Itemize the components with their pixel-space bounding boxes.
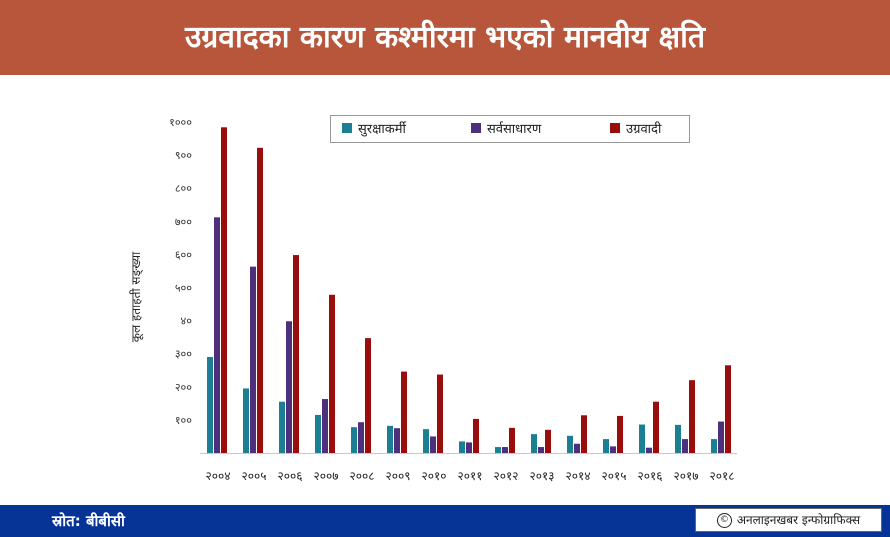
- bar-0-13: [675, 424, 681, 453]
- legend-box: [330, 115, 690, 143]
- bar-1-8: [502, 447, 508, 453]
- bar-2-11: [617, 415, 623, 453]
- bar-2-2: [293, 255, 299, 453]
- bar-chart: सुरक्षाकर्मी सर्वसाधारण उग्रवादी १०० २०० ३००…: [129, 115, 737, 483]
- x-tick-label: २००५: [242, 469, 267, 483]
- legend-swatch: [471, 123, 481, 133]
- y-tick-label: ७००: [175, 215, 192, 228]
- x-tick-label: २००७: [314, 469, 339, 483]
- bar-0-3: [315, 414, 321, 453]
- bar-0-0: [207, 357, 213, 453]
- bar-0-10: [567, 435, 573, 453]
- bar-2-6: [437, 374, 443, 453]
- y-tick-label: २००: [175, 381, 192, 394]
- bar-1-4: [358, 422, 364, 453]
- credit-badge: © अनलाइनखबर इन्फोग्राफिक्स: [695, 508, 882, 532]
- bar-0-7: [459, 441, 465, 453]
- bar-2-4: [365, 338, 371, 453]
- y-tick-label: ८००: [175, 182, 192, 195]
- x-axis-tick-labels: २००४ २००५ २००६ २००७ २००८ २००९ २०१० २०११ २०१२ २०१३…: [206, 469, 735, 483]
- bar-0-4: [351, 427, 357, 453]
- bar-2-5: [401, 371, 407, 453]
- legend-label: सर्वसाधारण: [487, 121, 542, 137]
- x-tick-label: २०१२: [494, 469, 519, 483]
- y-tick-label: ९००: [175, 149, 192, 162]
- bar-2-7: [473, 418, 479, 453]
- bar-0-8: [495, 447, 501, 453]
- x-tick-label: २०१३: [530, 469, 555, 483]
- copyright-icon: ©: [716, 512, 732, 528]
- legend-label: सुरक्षाकर्मी: [358, 121, 407, 137]
- bar-1-14: [718, 421, 724, 453]
- chart-legend: सुरक्षाकर्मी सर्वसाधारण उग्रवादी: [330, 115, 690, 143]
- bar-1-5: [394, 428, 400, 453]
- y-tick-label: ५००: [175, 282, 192, 295]
- bar-2-10: [581, 415, 587, 453]
- legend-swatch: [610, 123, 620, 133]
- bar-1-11: [610, 446, 616, 453]
- bar-1-6: [430, 436, 436, 453]
- x-tick-label: २००९: [386, 469, 411, 483]
- x-tick-label: २००८: [350, 469, 375, 483]
- y-tick-label: ४०: [181, 315, 193, 328]
- bar-1-7: [466, 442, 472, 453]
- y-axis-title: कूल हताहती सङ्ख्या: [129, 251, 144, 342]
- bar-2-0: [221, 127, 227, 453]
- y-tick-label: १०००: [169, 116, 192, 129]
- legend-label: उग्रवादी: [626, 121, 662, 137]
- x-tick-label: २०१६: [638, 469, 663, 483]
- bar-2-3: [329, 294, 335, 453]
- y-tick-label: १००: [175, 414, 192, 427]
- x-tick-label: २०१४: [566, 469, 591, 483]
- legend-swatch: [342, 123, 352, 133]
- bar-1-2: [286, 321, 292, 453]
- bar-0-5: [387, 425, 393, 453]
- bar-2-9: [545, 429, 551, 453]
- bar-1-9: [538, 447, 544, 453]
- bar-0-2: [279, 401, 285, 453]
- bar-2-8: [509, 427, 515, 453]
- bar-0-14: [711, 439, 717, 453]
- bar-1-3: [322, 399, 328, 453]
- bar-0-12: [639, 424, 645, 453]
- bar-0-1: [243, 388, 249, 453]
- y-tick-label: ३००: [175, 348, 192, 361]
- bar-2-12: [653, 401, 659, 453]
- x-tick-label: २०११: [458, 469, 483, 483]
- bar-0-11: [603, 439, 609, 453]
- source-text: स्रोत: बीबीसी: [52, 512, 125, 530]
- x-tick-label: २००४: [206, 469, 231, 483]
- bar-0-9: [531, 434, 537, 453]
- bar-2-1: [257, 147, 263, 453]
- header-bar: उग्रवादका कारण कश्मीरमा भएको मानवीय क्षत…: [0, 0, 890, 75]
- bar-1-10: [574, 443, 580, 453]
- x-tick-label: २०१५: [602, 469, 627, 483]
- bar-1-12: [646, 447, 652, 453]
- chart-bars: [207, 127, 731, 453]
- page-title: उग्रवादका कारण कश्मीरमा भएको मानवीय क्षत…: [184, 20, 706, 55]
- x-tick-label: २०१८: [710, 469, 735, 483]
- bar-2-14: [725, 365, 731, 453]
- footer-bar: स्रोत: बीबीसी © अनलाइनखबर इन्फोग्राफिक्स: [0, 505, 890, 537]
- bar-1-1: [250, 266, 256, 453]
- bar-2-13: [689, 380, 695, 453]
- y-tick-label: ६००: [175, 248, 192, 261]
- y-axis-tick-labels: १०० २०० ३०० ४० ५०० ६०० ७०० ८०० ९०० १०००: [169, 116, 192, 427]
- bar-1-0: [214, 217, 220, 453]
- bar-1-13: [682, 439, 688, 453]
- x-tick-label: २०१७: [674, 469, 699, 483]
- bar-0-6: [423, 429, 429, 453]
- x-tick-label: २०१०: [422, 469, 447, 483]
- chart-area: सुरक्षाकर्मी सर्वसाधारण उग्रवादी १०० २०० ३००…: [0, 75, 890, 505]
- x-tick-label: २००६: [278, 469, 303, 483]
- credit-text: अनलाइनखबर इन्फोग्राफिक्स: [736, 513, 861, 527]
